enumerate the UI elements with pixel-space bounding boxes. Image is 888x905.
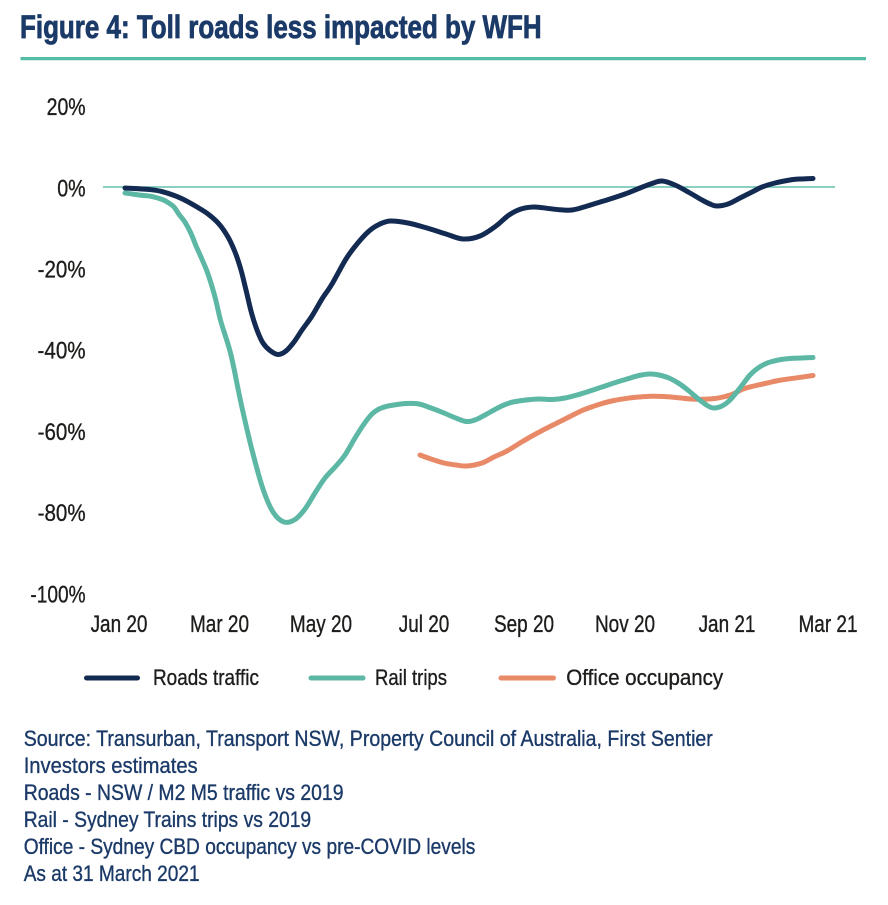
svg-text:20%: 20% <box>47 93 86 120</box>
svg-text:Office - Sydney CBD occupancy: Office - Sydney CBD occupancy vs pre-COV… <box>24 835 476 860</box>
svg-text:Mar 21: Mar 21 <box>799 610 858 638</box>
svg-text:May 20: May 20 <box>290 610 352 638</box>
svg-text:Rail trips: Rail trips <box>375 665 447 690</box>
svg-text:-20%: -20% <box>38 256 86 283</box>
svg-text:0%: 0% <box>57 174 85 201</box>
svg-text:As at 31 March 2021: As at 31 March 2021 <box>24 862 200 887</box>
svg-text:Jul 20: Jul 20 <box>399 610 450 638</box>
svg-text:Nov 20: Nov 20 <box>595 610 655 638</box>
svg-text:Office occupancy: Office occupancy <box>566 665 723 690</box>
svg-text:Source: Transurban, Transport: Source: Transurban, Transport NSW, Prope… <box>24 727 713 752</box>
svg-text:Figure 4: Toll roads less impa: Figure 4: Toll roads less impacted by WF… <box>20 11 542 46</box>
svg-text:Jan 21: Jan 21 <box>699 610 756 638</box>
svg-text:Mar 20: Mar 20 <box>190 610 249 638</box>
svg-text:Investors estimates: Investors estimates <box>24 753 198 778</box>
svg-text:-40%: -40% <box>38 337 86 364</box>
svg-text:-80%: -80% <box>38 500 86 527</box>
svg-text:-100%: -100% <box>30 580 85 608</box>
svg-text:Jan 20: Jan 20 <box>91 610 148 638</box>
svg-text:Roads traffic: Roads traffic <box>153 665 259 690</box>
svg-text:Rail - Sydney Trains trips vs: Rail - Sydney Trains trips vs 2019 <box>24 808 311 833</box>
svg-text:Roads - NSW / M2 M5 traffic vs: Roads - NSW / M2 M5 traffic vs 2019 <box>24 781 344 806</box>
svg-text:-60%: -60% <box>38 418 86 445</box>
svg-text:Sep 20: Sep 20 <box>494 610 554 638</box>
